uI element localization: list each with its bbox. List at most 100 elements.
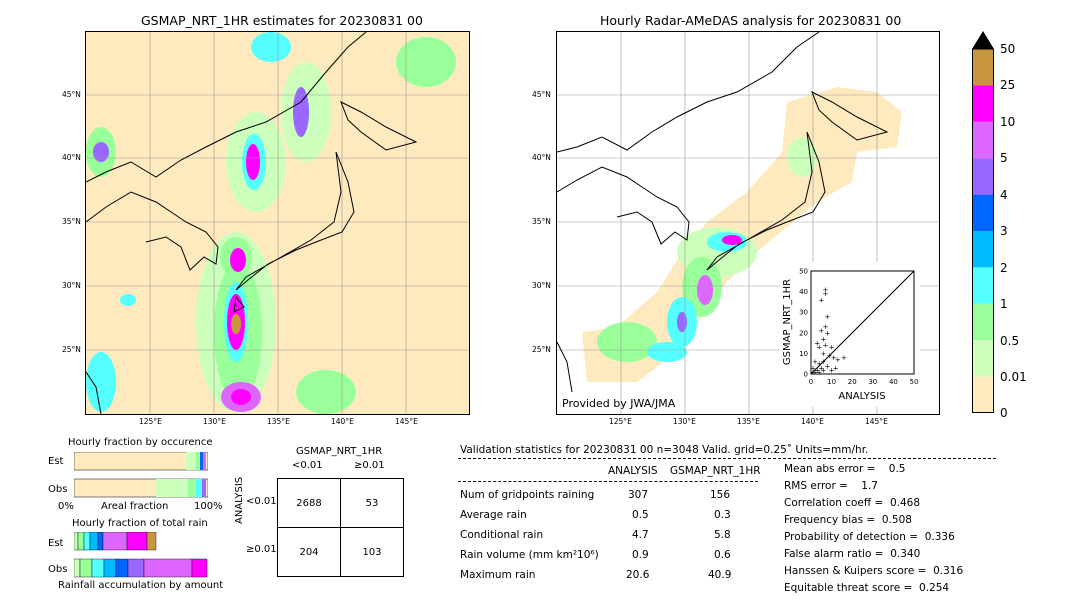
occurrence-obs-seg bbox=[202, 479, 206, 497]
contingency-cell: 103 bbox=[340, 527, 404, 577]
contingency-col-label: <0.01 bbox=[292, 460, 323, 471]
validation-row-label: Rain volume (mm km²10⁶) bbox=[460, 549, 599, 561]
contingency-table: 2688 53 204 103 bbox=[277, 478, 404, 577]
colorbar-label: 50 bbox=[1000, 42, 1016, 56]
validation-row-analysis: 20.6 bbox=[626, 569, 650, 581]
scatter-point: + bbox=[810, 368, 816, 376]
occurrence-xlabel: Areal fraction bbox=[101, 501, 169, 512]
colorbar-segment bbox=[972, 49, 994, 86]
scatter-xtick: 50 bbox=[910, 378, 919, 386]
validation-row-gsmap: 40.9 bbox=[708, 569, 732, 581]
validation-row-analysis: 0.5 bbox=[632, 509, 649, 521]
left-map-coast bbox=[86, 32, 418, 414]
scatter-point: + bbox=[827, 352, 833, 360]
left-map-title: GSMAP_NRT_1HR estimates for 20230831 00 bbox=[141, 13, 423, 28]
contingency-col-header: GSMAP_NRT_1HR bbox=[296, 446, 383, 457]
contingency-col-label: ≥0.01 bbox=[354, 460, 385, 471]
left-lat-label: 25°N bbox=[62, 345, 81, 354]
scatter-xtick: 10 bbox=[827, 378, 836, 386]
right-lon-label: 125°E bbox=[609, 417, 632, 426]
total-rain-chart bbox=[73, 531, 208, 578]
total-rain-row-obs: Obs bbox=[48, 564, 68, 575]
right-lon-label: 140°E bbox=[801, 417, 824, 426]
scatter-point: + bbox=[822, 290, 828, 298]
validation-divider bbox=[458, 458, 996, 459]
scatter-point: + bbox=[818, 327, 824, 335]
contingency-cell: 2688 bbox=[277, 478, 341, 528]
contingency-cell: 204 bbox=[277, 527, 341, 577]
colorbar-segment bbox=[972, 340, 994, 377]
scatter-point: + bbox=[820, 358, 826, 366]
colorbar-label: 0.01 bbox=[1000, 370, 1027, 384]
total-rain-svg bbox=[73, 531, 208, 578]
scatter-point: + bbox=[825, 313, 831, 321]
validation-score: Probability of detection = 0.336 bbox=[784, 531, 955, 543]
left-map-rain bbox=[86, 32, 456, 414]
left-lat-label: 40°N bbox=[62, 153, 81, 162]
colorbar-label: 3 bbox=[1000, 224, 1008, 238]
scatter-point: + bbox=[822, 286, 828, 294]
scatter-diagonal bbox=[810, 270, 915, 375]
validation-row-gsmap: 0.3 bbox=[714, 509, 731, 521]
scatter-ytick: 10 bbox=[799, 350, 808, 358]
occurrence-est-seg bbox=[186, 452, 196, 470]
validation-col-analysis: ANALYSIS bbox=[608, 465, 658, 477]
scatter-point: + bbox=[822, 323, 828, 331]
occurrence-title: Hourly fraction by occurence bbox=[68, 437, 213, 448]
left-map-canvas bbox=[86, 32, 469, 414]
validation-score: False alarm ratio = 0.340 bbox=[784, 548, 921, 560]
colorbar-segment bbox=[972, 376, 994, 413]
occurrence-xmax: 100% bbox=[194, 501, 223, 512]
colorbar-label: 10 bbox=[1000, 115, 1016, 129]
scatter-point: + bbox=[814, 340, 820, 348]
data-credit: Provided by JWA/JMA bbox=[562, 397, 676, 410]
colorbar-segment bbox=[972, 85, 994, 122]
scatter-ylabel: GSMAP_NRT_1HR bbox=[782, 279, 793, 365]
scatter-point: + bbox=[818, 296, 824, 304]
validation-score: RMS error = 1.7 bbox=[784, 480, 878, 492]
scatter-point: + bbox=[812, 368, 818, 376]
scatter-point: + bbox=[814, 366, 820, 374]
colorbar bbox=[972, 31, 994, 413]
scatter-point: + bbox=[820, 350, 826, 358]
scatter-point: + bbox=[816, 360, 822, 368]
right-map-rain bbox=[582, 87, 902, 382]
contingency-row-header: ANALYSIS bbox=[234, 476, 245, 524]
scatter-point: + bbox=[825, 362, 831, 370]
scatter-point: + bbox=[829, 344, 835, 352]
contingency-row-label: ≥0.01 bbox=[246, 544, 277, 555]
total-rain-title: Hourly fraction of total rain bbox=[72, 518, 208, 529]
validation-score: Mean abs error = 0.5 bbox=[784, 463, 906, 475]
scatter-ytick: 0 bbox=[804, 371, 808, 379]
colorbar-label: 2 bbox=[1000, 261, 1008, 275]
occurrence-svg bbox=[73, 451, 209, 498]
scatter-point: + bbox=[816, 368, 822, 376]
validation-row-analysis: 307 bbox=[628, 489, 649, 501]
total-rain-row-est: Est bbox=[48, 538, 64, 549]
colorbar-label: 0 bbox=[1000, 406, 1008, 420]
validation-row-gsmap: 0.6 bbox=[714, 549, 731, 561]
scatter-ytick: 20 bbox=[799, 329, 808, 337]
colorbar-frame bbox=[972, 48, 994, 413]
occurrence-est-seg bbox=[196, 452, 200, 470]
right-lon-label: 135°E bbox=[737, 417, 760, 426]
left-lon-label: 135°E bbox=[267, 417, 290, 426]
left-lon-label: 140°E bbox=[331, 417, 354, 426]
validation-score: Correlation coeff = 0.468 bbox=[784, 497, 920, 509]
scatter-ytick: 30 bbox=[799, 309, 808, 317]
right-lat-label: 45°N bbox=[532, 90, 551, 99]
scatter-point: + bbox=[835, 356, 841, 364]
scatter-point: + bbox=[816, 344, 822, 352]
left-lon-label: 125°E bbox=[139, 417, 162, 426]
left-lon-label: 145°E bbox=[395, 417, 418, 426]
scatter-plot: ++++++ ++++ + ++ +++ +++++++++++ +++ 001010202… bbox=[782, 268, 919, 403]
scatter-point: + bbox=[820, 366, 826, 374]
validation-row-label: Num of gridpoints raining bbox=[460, 489, 595, 501]
right-lat-label: 40°N bbox=[532, 153, 551, 162]
occurrence-obs-seg bbox=[188, 479, 196, 497]
colorbar-label: 5 bbox=[1000, 151, 1008, 165]
scatter-point: + bbox=[841, 354, 847, 362]
validation-row-gsmap: 156 bbox=[710, 489, 731, 501]
validation-row-analysis: 4.7 bbox=[632, 529, 649, 541]
scatter-xtick: 40 bbox=[889, 378, 898, 386]
